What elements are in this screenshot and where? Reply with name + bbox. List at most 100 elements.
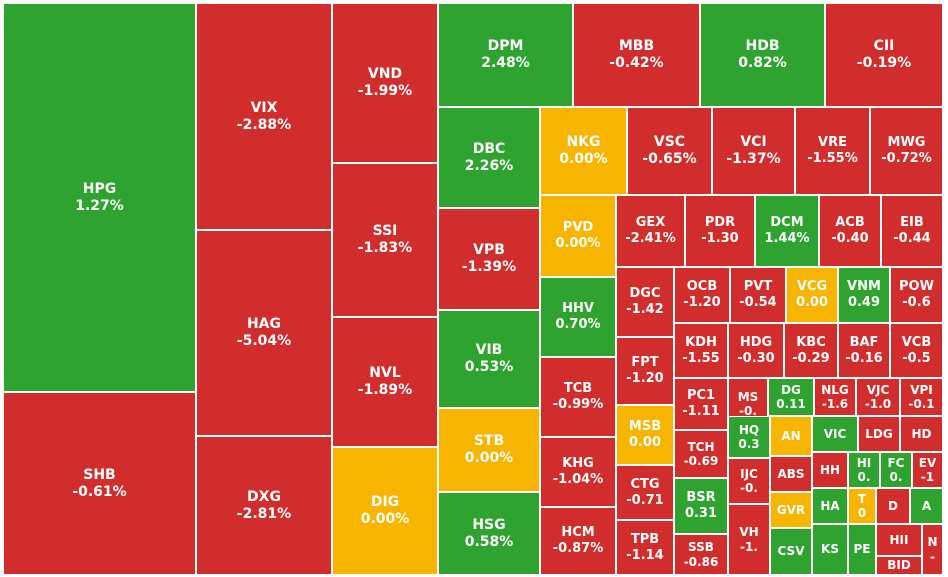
tile-hsg[interactable]: HSG 0.58% — [438, 492, 540, 575]
tile-stb[interactable]: STB 0.00% — [438, 408, 540, 492]
tile-baf[interactable]: BAF -0.16 — [838, 323, 890, 378]
tile-ticker: NKG — [566, 134, 601, 151]
tile-abs[interactable]: ABS — [770, 456, 812, 492]
tile-ldg[interactable]: LDG — [858, 416, 900, 452]
tile-dg[interactable]: DG 0.11 — [768, 378, 814, 416]
tile-ha[interactable]: HA — [812, 488, 848, 524]
tile-vnd[interactable]: VND -1.99% — [332, 3, 438, 163]
tile-eib[interactable]: EIB -0.44 — [881, 195, 943, 267]
tile-tcb[interactable]: TCB -0.99% — [540, 357, 616, 437]
tile-ocb[interactable]: OCB -1.20 — [674, 267, 730, 323]
tile-tpb[interactable]: TPB -1.14 — [616, 520, 674, 575]
tile-hq[interactable]: HQ 0.3 — [728, 416, 770, 458]
tile-ev[interactable]: EV -1 — [912, 452, 943, 488]
tile-ticker: TCB — [563, 381, 593, 397]
tile-vic[interactable]: VIC — [812, 416, 858, 452]
tile-pdr[interactable]: PDR -1.30 — [685, 195, 755, 267]
tile-ijc[interactable]: IJC -0. — [728, 458, 770, 504]
tile-pvt[interactable]: PVT -0.54 — [730, 267, 786, 323]
tile-ticker: SHB — [83, 466, 116, 483]
tile-bid[interactable]: BID — [876, 556, 922, 575]
tile-an[interactable]: AN — [770, 416, 812, 456]
tile-hag[interactable]: HAG -5.04% — [196, 230, 332, 436]
tile-kdh[interactable]: KDH -1.55 — [674, 323, 728, 378]
tile-vcb[interactable]: VCB -0.5 — [890, 323, 943, 378]
tile-hhv[interactable]: HHV 0.70% — [540, 277, 616, 357]
tile-ticker: MS — [737, 389, 759, 404]
tile-ticker: HH — [819, 462, 841, 477]
tile-fpt[interactable]: FPT -1.20 — [616, 337, 674, 405]
tile-nlg[interactable]: NLG -1.6 — [814, 378, 856, 416]
tile-change: -0. — [740, 481, 758, 495]
tile-gvr[interactable]: GVR — [770, 492, 812, 528]
tile-mwg[interactable]: MWG -0.72% — [870, 107, 943, 195]
tile-dpm[interactable]: DPM 2.48% — [438, 3, 573, 107]
tile-n[interactable]: N- — [922, 524, 943, 575]
tile-csv[interactable]: CSV — [770, 528, 812, 575]
tile-pc1[interactable]: PC1 -1.11 — [674, 378, 728, 430]
tile-ticker: KDH — [685, 334, 717, 350]
tile-vh[interactable]: VH -1. — [728, 504, 770, 575]
tile-fc[interactable]: FC 0. — [880, 452, 912, 488]
tile-hd[interactable]: HD — [900, 416, 943, 452]
tile-hpg[interactable]: HPG 1.27% — [3, 3, 196, 392]
tile-msb[interactable]: MSB 0.00 — [616, 405, 674, 465]
tile-bsr[interactable]: BSR 0.31 — [674, 478, 728, 534]
tile-nvl[interactable]: NVL -1.89% — [332, 317, 438, 447]
tile-ssi[interactable]: SSI -1.83% — [332, 163, 438, 317]
tile-ticker: HD — [911, 426, 932, 441]
tile-vre[interactable]: VRE -1.55% — [795, 107, 870, 195]
tile-vnm[interactable]: VNM 0.49 — [838, 267, 890, 323]
tile-hcm[interactable]: HCM -0.87% — [540, 507, 616, 575]
tile-shb[interactable]: SHB -0.61% — [3, 392, 196, 575]
tile-dgc[interactable]: DGC -1.42 — [616, 267, 674, 337]
tile-kbc[interactable]: KBC -0.29 — [784, 323, 838, 378]
tile-pe[interactable]: PE — [848, 524, 876, 575]
tile-dcm[interactable]: DCM 1.44% — [755, 195, 819, 267]
tile-acb[interactable]: ACB -0.40 — [819, 195, 881, 267]
tile-change: 0.00 — [628, 435, 662, 450]
tile-vci[interactable]: VCI -1.37% — [712, 107, 795, 195]
tile-change: -5.04% — [236, 333, 292, 349]
tile-pow[interactable]: POW -0.6 — [890, 267, 943, 323]
tile-ctg[interactable]: CTG -0.71 — [616, 465, 674, 520]
tile-cii[interactable]: CII -0.19% — [825, 3, 943, 107]
tile-ssb[interactable]: SSB -0.86 — [674, 534, 728, 575]
tile-change: 1.27% — [75, 197, 124, 214]
tile-hdg[interactable]: HDG -0.30 — [728, 323, 784, 378]
tile-nkg[interactable]: NKG 0.00% — [540, 107, 627, 195]
tile-ticker: VND — [367, 66, 403, 83]
tile-hi[interactable]: HI 0. — [848, 452, 880, 488]
tile-hii[interactable]: HII — [876, 524, 922, 556]
tile-d[interactable]: D — [876, 488, 910, 524]
tile-khg[interactable]: KHG -1.04% — [540, 437, 616, 507]
tile-hdb[interactable]: HDB 0.82% — [700, 3, 825, 107]
tile-dbc[interactable]: DBC 2.26% — [438, 107, 540, 208]
tile-gex[interactable]: GEX -2.41% — [616, 195, 685, 267]
tile-hh[interactable]: HH — [812, 452, 848, 488]
tile-ticker: VIC — [823, 426, 847, 441]
tile-ticker: VIB — [475, 342, 503, 359]
tile-change: 0 — [857, 506, 867, 520]
tile-vib[interactable]: VIB 0.53% — [438, 310, 540, 408]
tile-vix[interactable]: VIX -2.88% — [196, 3, 332, 230]
tile-change: -0.87% — [552, 541, 604, 556]
tile-dxg[interactable]: DXG -2.81% — [196, 436, 332, 575]
tile-change: 0.00 — [795, 295, 829, 310]
tile-ticker: FPT — [631, 355, 659, 371]
tile-vjc[interactable]: VJC -1.0 — [856, 378, 900, 416]
tile-vpi[interactable]: VPI -0.1 — [900, 378, 943, 416]
tile-a[interactable]: A — [910, 488, 943, 524]
tile-ks[interactable]: KS — [812, 524, 848, 575]
tile-vcg[interactable]: VCG 0.00 — [786, 267, 838, 323]
tile-change: -0.40 — [831, 231, 869, 246]
tile-mbb[interactable]: MBB -0.42% — [573, 3, 700, 107]
tile-vpb[interactable]: VPB -1.39% — [438, 208, 540, 310]
tile-change: -0.42% — [609, 55, 664, 71]
tile-change: 0.31 — [684, 506, 718, 521]
tile-pvd[interactable]: PVD 0.00% — [540, 195, 616, 277]
tile-dig[interactable]: DIG 0.00% — [332, 447, 438, 575]
tile-vsc[interactable]: VSC -0.65% — [627, 107, 712, 195]
tile-tch[interactable]: TCH -0.69 — [674, 430, 728, 478]
